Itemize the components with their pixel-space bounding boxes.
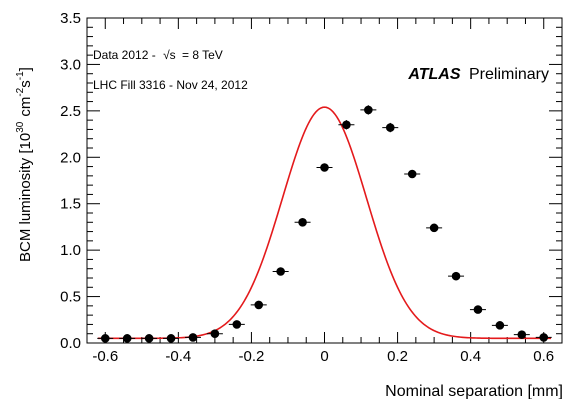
y-tick-label: 2.0 bbox=[60, 149, 81, 166]
data-points bbox=[97, 105, 552, 343]
data-point bbox=[495, 321, 505, 330]
data-point bbox=[188, 333, 198, 342]
data-point bbox=[254, 300, 264, 310]
x-tick-label: 0.4 bbox=[460, 348, 481, 365]
x-tick-label: 0.6 bbox=[533, 348, 554, 365]
data-point bbox=[298, 217, 307, 227]
x-tick-label: -0.2 bbox=[238, 348, 264, 365]
plot-axes: -0.6 -0.4 -0.2 0 0.2 0.4 0.6 0.0 0.5 1.0 1.5 2.0 2.5… bbox=[60, 10, 563, 365]
y-tick-label: 1.0 bbox=[60, 242, 81, 259]
y-tick-label: 3.0 bbox=[60, 56, 81, 73]
y-tick-label: 0.0 bbox=[60, 335, 81, 352]
experiment-label: ATLAS Preliminary bbox=[407, 66, 549, 83]
data-point bbox=[342, 120, 351, 130]
x-tick-label: 0 bbox=[320, 348, 328, 365]
gaussian-fit bbox=[97, 106, 552, 340]
data-point bbox=[429, 223, 439, 233]
data-point bbox=[100, 334, 110, 343]
data-point bbox=[144, 334, 154, 343]
data-point bbox=[122, 334, 132, 343]
data-point bbox=[385, 123, 395, 132]
x-tick-label: -0.6 bbox=[92, 348, 118, 365]
data-point bbox=[320, 163, 329, 172]
y-tick-label: 3.5 bbox=[60, 10, 81, 27]
data-point bbox=[210, 329, 220, 339]
y-tick-label: 0.5 bbox=[60, 289, 81, 306]
fit-curve bbox=[97, 106, 552, 340]
y-tick-label: 1.5 bbox=[60, 196, 81, 213]
x-tick-label: 0.2 bbox=[387, 348, 408, 365]
data-point bbox=[473, 305, 483, 314]
data-point bbox=[451, 271, 461, 281]
data-point bbox=[276, 267, 285, 276]
data-point bbox=[166, 334, 176, 343]
x-tick-label: -0.4 bbox=[165, 348, 191, 365]
y-tick-label: 2.5 bbox=[60, 103, 81, 120]
data-point bbox=[364, 105, 373, 115]
y-axis-title: BCM luminosity [1030cm-2s-1] bbox=[15, 67, 34, 262]
data-label: Data 2012 - √s = 8 TeV bbox=[93, 48, 223, 62]
data-point bbox=[517, 330, 527, 339]
data-point bbox=[407, 169, 417, 179]
data-point bbox=[232, 320, 242, 329]
x-axis-title: Nominal separation [mm] bbox=[385, 383, 563, 399]
fill-label: LHC Fill 3316 - Nov 24, 2012 bbox=[93, 78, 248, 92]
data-point bbox=[539, 333, 549, 342]
